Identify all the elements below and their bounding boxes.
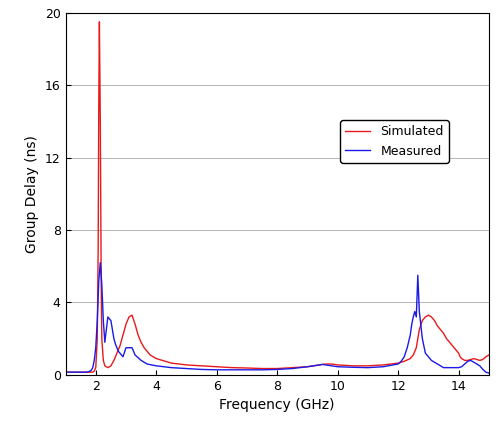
Simulated: [415, 336, 421, 341]
Measured: [62, 370, 69, 375]
Simulated: [462, 358, 468, 363]
Simulated: [407, 356, 413, 361]
Legend: Simulated, Measured: Simulated, Measured: [340, 121, 449, 163]
X-axis label: Frequency (GHz): Frequency (GHz): [219, 398, 335, 412]
Measured: [401, 354, 407, 360]
Measured: [97, 260, 103, 265]
Y-axis label: Group Delay (ns): Group Delay (ns): [25, 135, 39, 253]
Simulated: [229, 365, 235, 370]
Simulated: [380, 363, 386, 368]
Line: Measured: Measured: [66, 262, 489, 373]
Measured: [310, 363, 317, 368]
Simulated: [62, 370, 69, 375]
Measured: [93, 345, 99, 350]
Measured: [395, 361, 401, 366]
Simulated: [486, 352, 492, 357]
Measured: [422, 351, 428, 356]
Measured: [138, 358, 144, 363]
Simulated: [365, 363, 371, 368]
Line: Simulated: Simulated: [66, 22, 489, 372]
Simulated: [96, 19, 102, 24]
Measured: [486, 371, 492, 376]
